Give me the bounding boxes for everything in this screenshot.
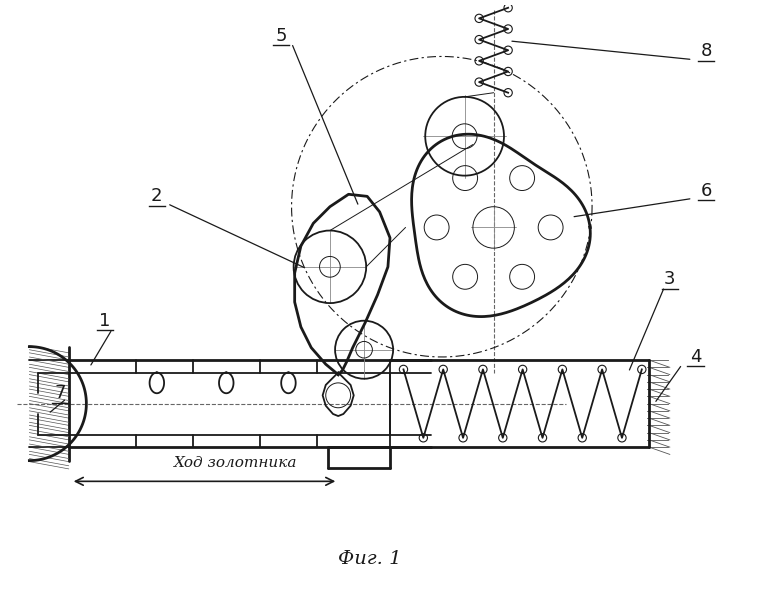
Text: 7: 7 [55, 384, 66, 402]
Text: Фиг. 1: Фиг. 1 [338, 550, 401, 568]
Text: 6: 6 [700, 182, 712, 200]
Text: 4: 4 [690, 348, 701, 366]
Text: 8: 8 [700, 42, 712, 60]
Text: Ход золотника: Ход золотника [174, 456, 297, 469]
Text: 1: 1 [99, 312, 111, 330]
Text: 2: 2 [151, 188, 162, 206]
Text: 5: 5 [275, 26, 287, 44]
Text: 3: 3 [664, 270, 675, 288]
